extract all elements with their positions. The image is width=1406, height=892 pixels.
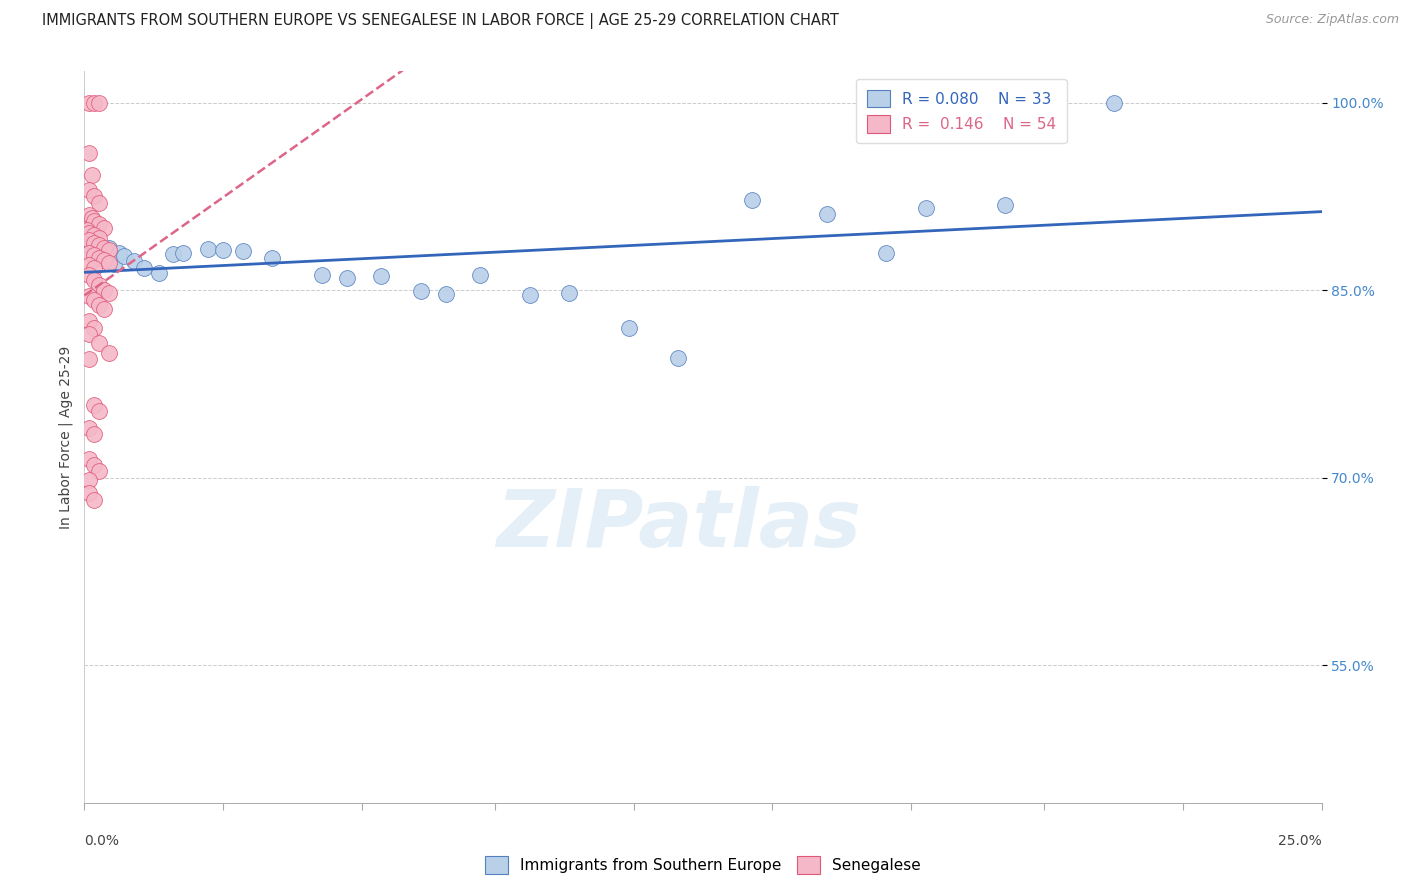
Point: [370, 269, 392, 284]
Point: [666, 351, 689, 365]
Point: [93, 283, 115, 297]
Point: [197, 242, 219, 256]
Point: [1102, 95, 1125, 110]
Point: [83, 458, 105, 473]
Point: [89, 404, 111, 418]
Point: [83, 493, 105, 508]
Point: [79, 233, 101, 247]
Point: [79, 289, 101, 303]
Point: [98, 241, 121, 255]
Point: [311, 268, 333, 282]
Point: [79, 420, 101, 434]
Point: [103, 257, 125, 271]
Legend: Immigrants from Southern Europe, Senegalese: Immigrants from Southern Europe, Senegal…: [479, 850, 927, 880]
Point: [89, 278, 111, 293]
Point: [79, 95, 101, 110]
Point: [409, 285, 432, 299]
Point: [79, 268, 101, 282]
Point: [83, 214, 105, 228]
Point: [617, 320, 640, 334]
Point: [470, 268, 492, 282]
Point: [83, 320, 105, 334]
Point: [98, 243, 121, 257]
Point: [132, 260, 155, 275]
Point: [89, 465, 111, 479]
Point: [79, 452, 101, 467]
Point: [558, 285, 581, 300]
Point: [79, 258, 101, 272]
Point: [79, 208, 101, 222]
Text: ZIPatlas: ZIPatlas: [496, 486, 860, 564]
Text: Source: ZipAtlas.com: Source: ZipAtlas.com: [1265, 13, 1399, 27]
Y-axis label: In Labor Force | Age 25-29: In Labor Force | Age 25-29: [59, 345, 73, 529]
Point: [93, 253, 115, 268]
Point: [89, 238, 111, 252]
Point: [98, 255, 121, 269]
Point: [93, 251, 115, 265]
Point: [89, 335, 111, 350]
Point: [79, 183, 101, 197]
Point: [994, 198, 1017, 212]
Point: [83, 398, 105, 412]
Point: [93, 241, 115, 255]
Point: [741, 193, 763, 207]
Point: [83, 228, 105, 243]
Text: IMMIGRANTS FROM SOUTHERN EUROPE VS SENEGALESE IN LABOR FORCE | AGE 25-29 CORRELA: IMMIGRANTS FROM SOUTHERN EUROPE VS SENEG…: [42, 13, 839, 29]
Point: [83, 273, 105, 287]
Point: [336, 270, 359, 285]
Point: [79, 226, 101, 240]
Point: [89, 217, 111, 231]
Point: [434, 287, 457, 301]
Point: [83, 293, 105, 308]
Point: [98, 345, 121, 359]
Point: [80, 211, 103, 225]
Point: [79, 145, 101, 160]
Point: [108, 245, 131, 260]
Point: [232, 244, 254, 259]
Point: [172, 245, 194, 260]
Point: [914, 201, 936, 215]
Point: [122, 254, 145, 268]
Point: [80, 168, 103, 182]
Point: [875, 245, 897, 260]
Point: [83, 189, 105, 203]
Point: [83, 235, 105, 250]
Point: [262, 251, 284, 265]
Point: [162, 247, 184, 261]
Point: [79, 245, 101, 260]
Legend: R = 0.080    N = 33, R =  0.146    N = 54: R = 0.080 N = 33, R = 0.146 N = 54: [856, 79, 1067, 144]
Point: [89, 230, 111, 244]
Point: [93, 301, 115, 316]
Point: [93, 220, 115, 235]
Point: [79, 473, 101, 487]
Point: [83, 243, 105, 257]
Point: [83, 95, 105, 110]
Point: [89, 251, 111, 265]
Point: [89, 247, 111, 261]
Point: [79, 326, 101, 341]
Point: [79, 485, 101, 500]
Point: [89, 95, 111, 110]
Point: [148, 266, 170, 280]
Point: [83, 260, 105, 275]
Point: [89, 195, 111, 210]
Point: [76, 223, 98, 237]
Point: [79, 351, 101, 366]
Text: 25.0%: 25.0%: [1278, 834, 1322, 848]
Point: [83, 426, 105, 441]
Point: [212, 243, 235, 257]
Point: [79, 314, 101, 328]
Point: [89, 298, 111, 312]
Point: [519, 288, 541, 302]
Text: 0.0%: 0.0%: [84, 834, 120, 848]
Point: [112, 249, 135, 263]
Point: [83, 248, 105, 262]
Point: [98, 285, 121, 300]
Point: [79, 239, 101, 253]
Point: [815, 207, 838, 221]
